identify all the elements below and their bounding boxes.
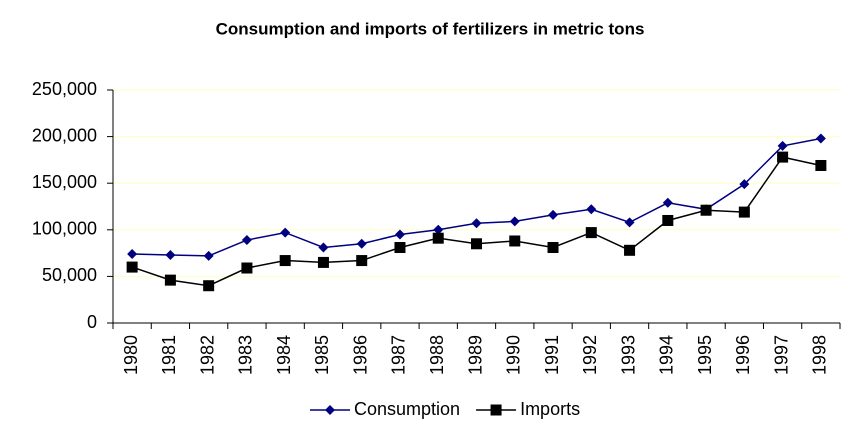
x-tick-label: 1981 xyxy=(159,335,179,375)
data-point xyxy=(279,255,291,267)
data-point xyxy=(356,238,367,249)
x-tick-label: 1990 xyxy=(504,335,524,375)
data-point xyxy=(127,249,138,260)
data-point xyxy=(815,159,827,171)
data-point xyxy=(164,274,176,286)
data-point xyxy=(509,235,521,247)
data-point xyxy=(126,261,138,273)
y-tick-label: 0 xyxy=(87,312,97,332)
data-point xyxy=(241,235,252,246)
x-tick-label: 1993 xyxy=(618,335,638,375)
data-point xyxy=(394,229,405,240)
data-point xyxy=(815,133,826,144)
data-point xyxy=(700,204,712,216)
x-tick-label: 1989 xyxy=(465,335,485,375)
data-point xyxy=(586,204,597,215)
x-tick-label: 1983 xyxy=(236,335,256,375)
x-tick-label: 1988 xyxy=(427,335,447,375)
data-point xyxy=(739,179,750,190)
x-tick-label: 1994 xyxy=(657,335,677,375)
data-point xyxy=(548,209,559,220)
data-point xyxy=(662,197,673,208)
data-point xyxy=(624,217,635,228)
data-point xyxy=(432,232,444,244)
data-point xyxy=(165,249,176,260)
x-tick-label: 1992 xyxy=(580,335,600,375)
data-point xyxy=(394,242,406,254)
data-point xyxy=(547,242,559,254)
data-point xyxy=(738,206,750,218)
data-point xyxy=(624,244,636,256)
data-point xyxy=(280,227,291,238)
data-point xyxy=(317,256,329,268)
legend-label: Imports xyxy=(520,399,580,419)
data-point xyxy=(203,250,214,261)
x-tick-label: 1980 xyxy=(121,335,141,375)
x-tick-label: 1986 xyxy=(350,335,370,375)
y-tick-label: 250,000 xyxy=(32,79,97,99)
data-point xyxy=(777,151,789,163)
x-tick-label: 1998 xyxy=(810,335,830,375)
y-tick-label: 200,000 xyxy=(32,125,97,145)
x-tick-label: 1996 xyxy=(733,335,753,375)
data-point xyxy=(241,262,253,274)
chart-title: Consumption and imports of fertilizers i… xyxy=(216,19,645,38)
y-tick-label: 150,000 xyxy=(32,172,97,192)
data-point xyxy=(318,242,329,253)
x-tick-label: 1984 xyxy=(274,335,294,375)
data-point xyxy=(662,214,674,226)
data-point xyxy=(585,227,597,239)
x-tick-label: 1982 xyxy=(197,335,217,375)
legend-marker xyxy=(490,404,502,416)
x-tick-label: 1995 xyxy=(695,335,715,375)
x-tick-label: 1997 xyxy=(771,335,791,375)
data-point xyxy=(471,218,482,229)
data-point xyxy=(777,140,788,151)
data-point xyxy=(509,216,520,227)
legend-marker xyxy=(325,405,335,415)
data-point xyxy=(433,224,444,235)
y-tick-label: 100,000 xyxy=(32,219,97,239)
legend-label: Consumption xyxy=(354,399,460,419)
data-point xyxy=(356,255,368,267)
x-tick-label: 1985 xyxy=(312,335,332,375)
y-tick-label: 50,000 xyxy=(42,265,97,285)
x-tick-label: 1987 xyxy=(389,335,409,375)
data-point xyxy=(471,238,482,250)
x-tick-label: 1991 xyxy=(542,335,562,375)
data-point xyxy=(203,280,215,292)
